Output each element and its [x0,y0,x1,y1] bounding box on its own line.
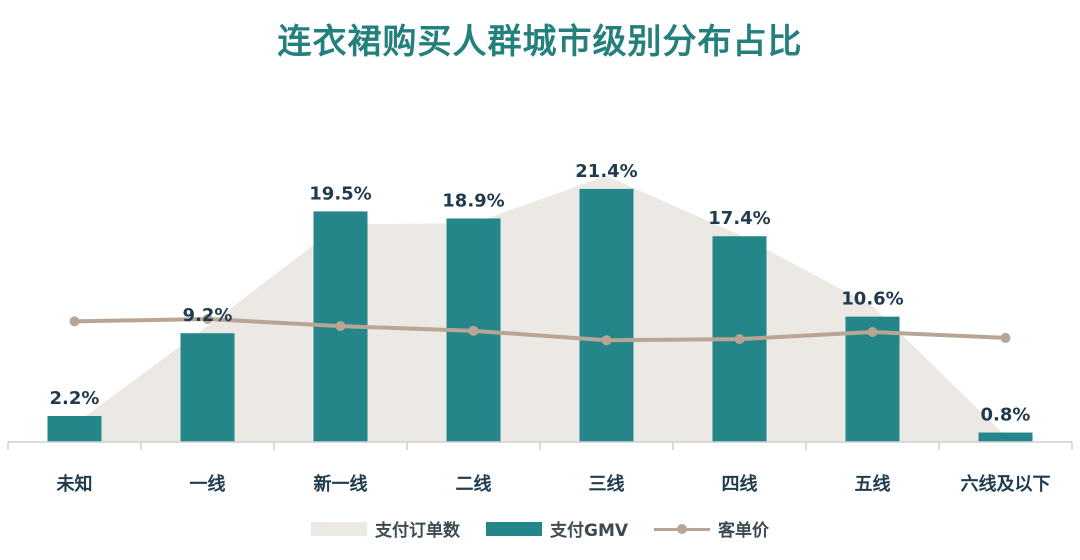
line-series-aov [74,317,1006,343]
data-label-gmv-3: 18.9% [442,190,504,211]
x-tick-label-2: 新一线 [314,473,368,495]
data-label-gmv-1: 9.2% [183,305,233,326]
legend-item-bar[interactable]: 支付GMV [485,516,629,541]
data-label-gmv-0: 2.2% [50,388,100,409]
bar-gmv-4[interactable] [579,188,634,442]
bar-gmv-6[interactable] [845,316,900,442]
bar-gmv-0[interactable] [47,415,102,442]
data-label-layer: 2.2% 9.2% 19.5% 18.9% 21.4% 17.4% 10.6% 0.8% [50,161,1031,426]
line-point-aov-5[interactable] [734,334,745,345]
data-label-gmv-7: 0.8% [981,405,1031,426]
legend-label-bar: 支付GMV [549,521,629,541]
data-label-gmv-5: 17.4% [708,208,770,229]
area-series-orders [74,175,1006,443]
legend-item-line[interactable]: 客单价 [654,516,769,541]
x-axis: 未知 一线 新一线 二线 三线 四线 五线 六线及以下 [7,441,1073,495]
line-point-aov-7[interactable] [1000,332,1011,343]
line-layer [69,314,1011,346]
data-label-gmv-6: 10.6% [841,289,903,310]
x-tick-label-3: 二线 [456,473,492,495]
legend: 支付订单数 支付GMV 客单价 [0,516,1080,541]
line-point-aov-1[interactable] [202,314,213,325]
legend-swatch-line [654,522,711,536]
line-point-aov-4[interactable] [601,335,612,346]
bar-gmv-7[interactable] [978,432,1033,442]
chart-svg: 未知 一线 新一线 二线 三线 四线 五线 六线及以下 2.2%9.2%19.5% 18.9%2… [7,161,1073,495]
x-tick-label-0: 未知 [57,473,93,495]
x-tick-label-5: 四线 [722,473,758,495]
area-layer [74,175,1006,443]
legend-swatch-bar [485,521,542,536]
data-label-gmv-4: 21.4% [575,161,637,182]
x-tick-label-6: 五线 [855,473,891,495]
line-point-aov-2[interactable] [335,321,346,332]
line-point-aov-0[interactable] [69,316,80,327]
legend-label-area: 支付订单数 [374,521,460,541]
bar-gmv-1[interactable] [180,333,235,442]
x-tick-label-7: 六线及以下 [961,473,1051,495]
data-label-gmv-2: 19.5% [309,183,371,204]
legend-item-area[interactable]: 支付订单数 [310,516,460,541]
x-tick-label-1: 一线 [190,473,226,495]
line-point-aov-3[interactable] [468,325,479,336]
legend-label-line: 客单价 [718,521,770,541]
line-point-aov-6[interactable] [867,327,878,338]
legend-swatch-area [310,521,367,536]
chart-title: 连衣裙购买人群城市级别分布占比 [277,22,803,62]
x-tick-label-4: 三线 [589,473,625,495]
